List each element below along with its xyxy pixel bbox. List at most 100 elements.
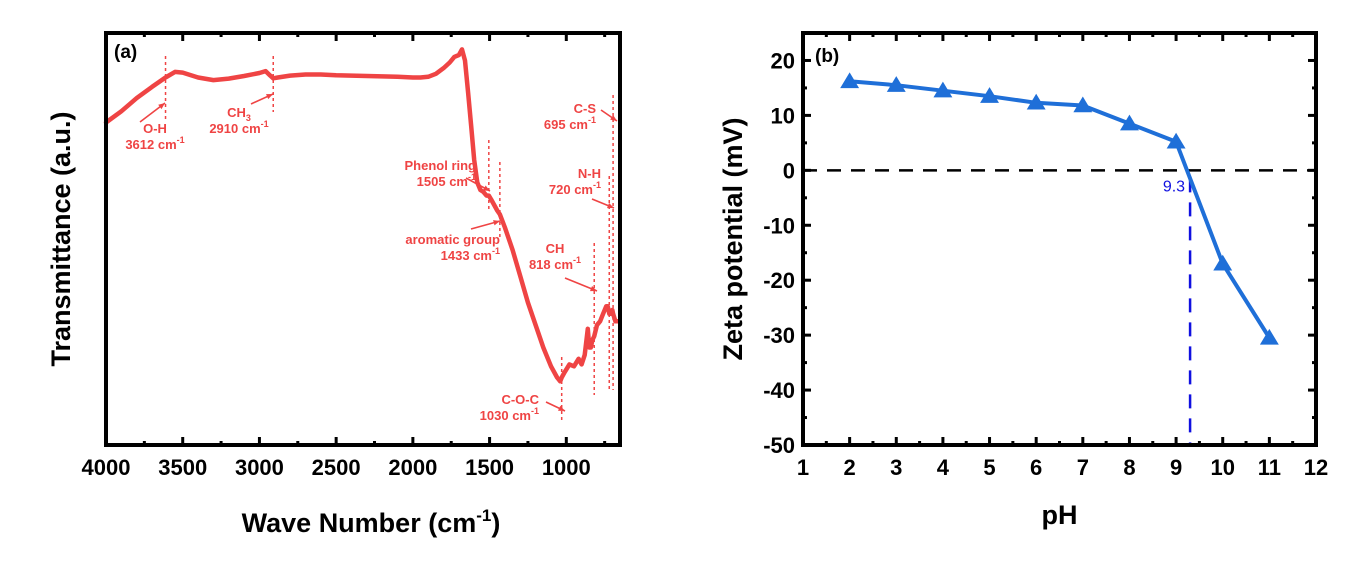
annotation-value: 1433 cm-1 xyxy=(441,246,500,263)
ftir-x-title-end: ) xyxy=(491,508,500,538)
zeta-data-point xyxy=(1166,132,1186,149)
annotation-label: CH xyxy=(546,241,565,256)
ftir-curve-group xyxy=(103,47,621,384)
ftir-x-axis-title: Wave Number (cm-1) xyxy=(242,506,501,538)
x-tick-label: 4 xyxy=(937,455,950,480)
zeta-data-point xyxy=(933,81,953,98)
zeta-y-axis-title: Zeta potential (mV) xyxy=(718,117,748,360)
x-tick-label: 1000 xyxy=(542,455,591,480)
x-tick-label: 8 xyxy=(1123,455,1135,480)
x-tick-label: 3000 xyxy=(235,455,284,480)
zeta-data-point xyxy=(1213,254,1233,271)
x-tick-label: 2 xyxy=(844,455,856,480)
x-tick-label: 4000 xyxy=(82,455,131,480)
ftir-x-title-sup: -1 xyxy=(476,506,491,525)
annotation-arrow-head xyxy=(558,405,565,411)
panel-label-a: (a) xyxy=(114,42,137,63)
annotation-value: 695 cm-1 xyxy=(544,115,596,132)
x-tick-label: 1500 xyxy=(465,455,514,480)
annotation-value: 2910 cm-1 xyxy=(209,119,268,136)
x-tick-label: 2500 xyxy=(312,455,361,480)
annotation-label: O-H xyxy=(143,121,167,136)
annotation-value-main: 1505 cm xyxy=(417,174,468,189)
annotation-value-sup: -1 xyxy=(261,119,269,129)
annotation-value-sup: -1 xyxy=(468,172,476,182)
x-tick-label: 5 xyxy=(983,455,995,480)
annotation-arrow-head xyxy=(266,94,273,100)
annotation-value: 1505 cm-1 xyxy=(417,172,476,189)
annotation-label: C-O-C xyxy=(501,392,539,407)
y-tick-label: -10 xyxy=(763,213,795,238)
ftir-spectrum-line xyxy=(103,47,621,384)
annotation-arrow-head xyxy=(483,185,490,191)
annotation-value-main: 1030 cm xyxy=(480,408,531,423)
annotation-value-main: 1433 cm xyxy=(441,248,492,263)
zeta-data-point xyxy=(980,87,999,103)
annotation-arrow-head xyxy=(610,115,617,121)
annotation-value: 720 cm-1 xyxy=(549,180,601,197)
ftir-x-ticks: 4000 3500 3000 2500 2000 1500 1000 xyxy=(82,33,607,480)
zeta-data-point xyxy=(840,72,860,89)
annotation-arrow-head xyxy=(590,286,597,292)
annotation-value: 3612 cm-1 xyxy=(125,135,184,152)
zeta-x-axis-title: pH xyxy=(1042,500,1078,530)
annotation-value: 1030 cm-1 xyxy=(480,406,539,423)
y-tick-label: -40 xyxy=(763,378,795,403)
zeta-data-point xyxy=(1120,114,1139,131)
y-tick-label: -20 xyxy=(763,268,795,293)
zeta-data-point xyxy=(1073,96,1093,113)
zeta-reference-lines: 9.3 xyxy=(803,169,1316,445)
zeta-data-point xyxy=(1026,93,1046,110)
x-tick-label: 12 xyxy=(1304,455,1328,480)
x-tick-label: 3500 xyxy=(158,455,207,480)
annotation-value-main: 3612 cm xyxy=(125,137,176,152)
zeta-panel: 9.3 1 2 3 4 5 6 7 8 9 10 11 1220100-10-20-30-40-50 … xyxy=(718,31,1328,530)
annotation-label: Phenol ring xyxy=(405,158,477,173)
annotation-arrow-head xyxy=(158,103,165,110)
annotation-label: aromatic group xyxy=(405,232,500,247)
ftir-y-axis-title: Transmittance (a.u.) xyxy=(46,111,76,366)
x-tick-label: 10 xyxy=(1210,455,1234,480)
annotation-value-sup: -1 xyxy=(593,180,601,190)
annotation-value-sup: -1 xyxy=(177,135,185,145)
annotation-label: N-H xyxy=(578,166,601,181)
annotation-value-sup: -1 xyxy=(531,406,539,416)
x-tick-label: 7 xyxy=(1077,455,1089,480)
annotation-value-main: 818 cm xyxy=(529,257,573,272)
annotation-value: 818 cm-1 xyxy=(529,255,581,272)
ftir-x-title-main: Wave Number (cm xyxy=(242,508,477,538)
annotation-arrow-head xyxy=(493,220,500,226)
zeta-data-point xyxy=(1259,328,1279,345)
x-tick-label: 3 xyxy=(890,455,902,480)
zeta-data-point xyxy=(886,76,906,92)
x-tick-label: 11 xyxy=(1258,455,1281,480)
annotation-value-sup: -1 xyxy=(573,255,581,265)
annotation-value-sup: -1 xyxy=(588,115,596,125)
isoelectric-point-label: 9.3 xyxy=(1163,178,1185,195)
annotation-label: CH3 xyxy=(227,105,251,123)
annotation-value-main: 695 cm xyxy=(544,117,588,132)
y-tick-label: 10 xyxy=(771,103,795,128)
annotation-arrow-head xyxy=(607,203,614,209)
x-tick-label: 9 xyxy=(1170,455,1182,480)
x-tick-label: 2000 xyxy=(388,455,437,480)
annotation-value-main: 720 cm xyxy=(549,182,593,197)
y-tick-label: 0 xyxy=(783,158,795,183)
annotation-subscript: 3 xyxy=(246,113,251,123)
y-tick-label: -30 xyxy=(763,323,795,348)
x-tick-label: 6 xyxy=(1030,455,1042,480)
y-tick-label: -50 xyxy=(763,433,795,458)
annotation-label: C-S xyxy=(574,101,597,116)
panel-label-b: (b) xyxy=(815,46,839,67)
y-tick-label: 20 xyxy=(771,48,795,73)
zeta-line xyxy=(849,79,1272,339)
ftir-plot-frame xyxy=(104,31,622,447)
annotation-value-main: 2910 cm xyxy=(209,121,260,136)
annotation-value-sup: -1 xyxy=(492,246,500,256)
zeta-series-group xyxy=(840,72,1279,345)
zeta-plot-frame xyxy=(801,31,1318,447)
